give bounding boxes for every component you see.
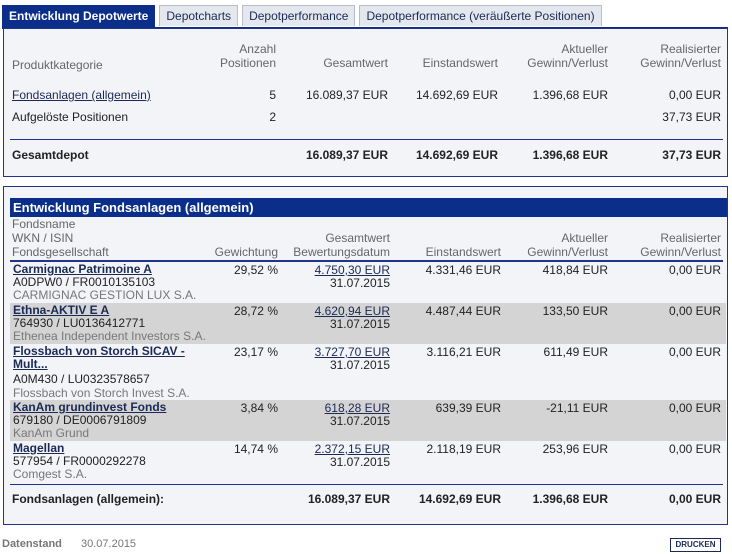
fund-name-link[interactable]: Magellan xyxy=(13,441,65,455)
gesamtdepot-cost: 14.692,69 EUR xyxy=(415,148,498,162)
fund-date: 31.07.2015 xyxy=(329,455,390,469)
fund-cost: 639,39 EUR xyxy=(435,401,501,415)
funds-header-name: Fondsname WKN / ISIN Fondsgesellschaft xyxy=(12,217,109,259)
funds-header-gesamtwert: Gesamtwert Bewertungsdatum xyxy=(293,231,390,259)
header-aktueller-gv: Aktueller Gewinn/Verlust xyxy=(527,42,608,70)
fund-company: KanAm Grund xyxy=(13,426,90,440)
fund-name-link[interactable]: KanAm grundinvest Fonds xyxy=(13,400,167,414)
fund-total-link[interactable]: 2.372,15 EUR xyxy=(314,442,390,456)
fund-cost: 4.487,44 EUR xyxy=(425,304,501,318)
funds-header-realisierter-gv: Realisierter Gewinn/Verlust xyxy=(640,231,721,259)
fund-pl: 253,96 EUR xyxy=(542,442,608,456)
overview-cost: 14.692,69 EUR xyxy=(415,88,498,102)
fund-total-link[interactable]: 4.620,94 EUR xyxy=(314,304,390,318)
link-fondsanlagen-allgemein[interactable]: Fondsanlagen (allgemein) xyxy=(12,88,151,102)
fund-realized: 0,00 EUR xyxy=(668,345,721,359)
overview-aufgeloeste-count: 2 xyxy=(269,110,276,124)
fund-total-link[interactable]: 4.750,30 EUR xyxy=(314,263,390,277)
funds-panel: Entwicklung Fondsanlagen (allgemein) Fon… xyxy=(3,186,728,525)
fund-weight: 23,17 % xyxy=(233,345,278,359)
fund-cost: 4.331,46 EUR xyxy=(425,263,501,277)
funds-total-cost: 14.692,69 EUR xyxy=(418,492,501,506)
fund-company: Comgest S.A. xyxy=(13,467,88,481)
funds-total-divider xyxy=(10,484,723,485)
fund-row: Carmignac Patrimoine A A0DPW0 / FR001013… xyxy=(10,262,726,303)
gesamtdepot-total: 16.089,37 EUR xyxy=(305,148,388,162)
funds-header-divider xyxy=(10,260,723,262)
fund-realized: 0,00 EUR xyxy=(668,263,721,277)
fund-row: KanAm grundinvest Fonds 679180 / DE00067… xyxy=(10,400,726,441)
fund-name-link[interactable]: Ethna-AKTIV E A xyxy=(13,303,110,317)
header-einstandswert: Einstandswert xyxy=(422,56,498,70)
fund-wkn-isin: A0DPW0 / FR0010135103 xyxy=(13,275,156,289)
fund-weight: 14,74 % xyxy=(233,442,278,456)
fund-realized: 0,00 EUR xyxy=(668,304,721,318)
overview-divider xyxy=(10,139,723,140)
overview-panel: Produktkategorie Anzahl Positionen Gesamt… xyxy=(3,28,728,177)
header-anzahl: Anzahl Positionen xyxy=(219,42,276,70)
funds-total-label: Fondsanlagen (allgemein): xyxy=(12,492,165,506)
fund-row: Flossbach von Storch SICAV - Mult... A0M4… xyxy=(10,344,726,400)
fund-wkn-isin: 679180 / DE0006791809 xyxy=(13,413,147,427)
overview-pl: 1.396,68 EUR xyxy=(532,88,608,102)
header-realisierter-gv: Realisierter Gewinn/Verlust xyxy=(640,42,721,70)
fund-pl: -21,11 EUR xyxy=(546,401,608,415)
datenstand-date: 30.07.2015 xyxy=(81,538,137,550)
funds-total-realized: 0,00 EUR xyxy=(668,492,721,506)
fund-row: Magellan 577954 / FR0000292278 Comgest S… xyxy=(10,441,726,482)
fund-wkn-isin: 764930 / LU0136412771 xyxy=(13,316,146,330)
fund-total-link[interactable]: 3.727,70 EUR xyxy=(314,345,390,359)
fund-pl: 418,84 EUR xyxy=(542,263,608,277)
fund-total-link[interactable]: 618,28 EUR xyxy=(324,401,390,415)
funds-header-gewichtung: Gewichtung xyxy=(214,245,278,259)
tab-depotperformance-veraeusserte[interactable]: Depotperformance (veräußerte Positionen) xyxy=(359,5,602,26)
fund-weight: 28,72 % xyxy=(233,304,278,318)
datenstand-label: Datenstand xyxy=(2,538,62,550)
fund-company: CARMIGNAC GESTION LUX S.A. xyxy=(13,288,197,302)
overview-aufgeloeste-realized: 37,73 EUR xyxy=(662,110,721,124)
fund-date: 31.07.2015 xyxy=(329,317,390,331)
tab-depotperformance[interactable]: Depotperformance xyxy=(242,5,356,26)
funds-header-aktueller-gv: Aktueller Gewinn/Verlust xyxy=(527,231,608,259)
fund-weight: 3,84 % xyxy=(240,401,278,415)
fund-wkn-isin: 577954 / FR0000292278 xyxy=(13,454,146,468)
funds-header-einstandswert: Einstandswert xyxy=(425,245,501,259)
print-button[interactable]: DRUCKEN xyxy=(670,538,721,552)
tab-bar: Entwicklung Depotwerte Depotcharts Depot… xyxy=(2,5,606,27)
fund-weight: 29,52 % xyxy=(233,263,278,277)
fund-realized: 0,00 EUR xyxy=(668,401,721,415)
funds-title: Entwicklung Fondsanlagen (allgemein) xyxy=(10,198,727,217)
fund-name-link[interactable]: Flossbach von Storch SICAV - Mult... xyxy=(13,344,185,371)
fund-cost: 2.118,19 EUR xyxy=(426,442,502,456)
funds-total-pl: 1.396,68 EUR xyxy=(532,492,608,506)
overview-total: 16.089,37 EUR xyxy=(305,88,388,102)
overview-realized: 0,00 EUR xyxy=(668,88,721,102)
fund-company: Flossbach von Storch Invest S.A. xyxy=(13,386,190,400)
overview-aufgeloeste-label: Aufgelöste Positionen xyxy=(12,110,129,124)
overview-count: 5 xyxy=(269,88,276,102)
fund-wkn-isin: A0M430 / LU0323578657 xyxy=(13,372,150,386)
gesamtdepot-label: Gesamtdepot xyxy=(12,148,89,162)
fund-company: Ethenea Independent Investors S.A. xyxy=(13,329,206,343)
fund-realized: 0,00 EUR xyxy=(668,442,721,456)
funds-total-value: 16.089,37 EUR xyxy=(307,492,390,506)
fund-cost: 3.116,21 EUR xyxy=(426,345,502,359)
fund-pl: 133,50 EUR xyxy=(542,304,608,318)
fund-pl: 611,49 EUR xyxy=(543,345,608,359)
fund-date: 31.07.2015 xyxy=(329,358,390,372)
tab-depotcharts[interactable]: Depotcharts xyxy=(159,5,239,26)
header-gesamtwert: Gesamtwert xyxy=(323,56,388,70)
fund-date: 31.07.2015 xyxy=(329,414,390,428)
gesamtdepot-realized: 37,73 EUR xyxy=(662,148,721,162)
fund-date: 31.07.2015 xyxy=(329,276,390,290)
gesamtdepot-pl: 1.396,68 EUR xyxy=(532,148,608,162)
header-produktkategorie: Produktkategorie xyxy=(12,58,103,72)
fund-row: Ethna-AKTIV E A 764930 / LU0136412771 Et… xyxy=(10,303,726,344)
fund-name-link[interactable]: Carmignac Patrimoine A xyxy=(13,262,152,276)
tab-entwicklung-depotwerte[interactable]: Entwicklung Depotwerte xyxy=(2,5,156,27)
